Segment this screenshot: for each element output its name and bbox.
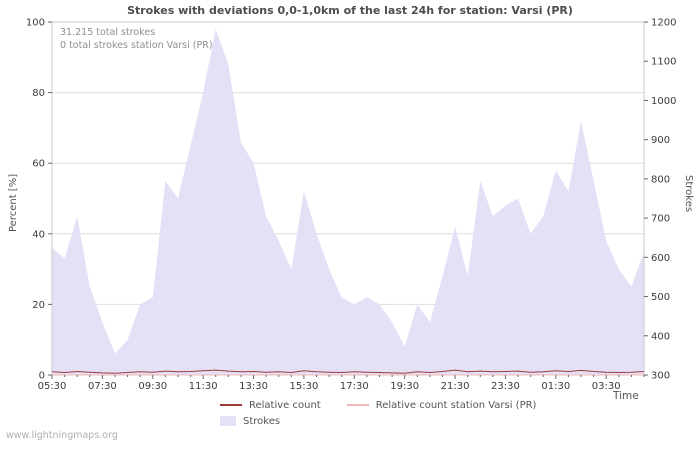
relative-count-station-line-swatch [346,404,369,406]
tick-label: 05:30 [38,381,67,392]
chart-title: Strokes with deviations 0,0-1,0km of the… [127,4,573,17]
legend: Relative count Relative count station Va… [220,397,562,429]
relative-count-line-swatch [220,404,242,406]
tick-label: 900 [651,135,670,146]
line-series-0 [51,369,645,374]
annotation-total-strokes: 31.215 total strokes [60,27,156,38]
tick-label: 1000 [651,96,676,107]
tick-label: 17:30 [340,381,369,392]
tick-label: 11:30 [189,381,218,392]
tick-label: 40 [32,229,45,240]
tick-label: 80 [32,88,45,99]
x-axis-title: Time [613,390,639,402]
tick-label: 23:30 [491,381,520,392]
tick-label: 21:30 [441,381,470,392]
watermark-link: www.lightningmaps.org [6,430,118,441]
tick-label: 19:30 [390,381,419,392]
legend-row-2: Strokes [220,413,562,429]
strokes-area-swatch [220,416,236,426]
tick-label: 700 [651,214,670,225]
strokes-area-series [52,29,644,375]
annotation-station-strokes: 0 total strokes station Varsi (PR) [60,40,213,51]
right-axis-title: Strokes [683,175,694,213]
legend-item-strokes: Strokes [220,416,280,427]
legend-row-1: Relative count Relative count station Va… [220,397,562,413]
legend-item-relative-count: Relative count [220,400,321,411]
tick-label: 15:30 [290,381,319,392]
tick-label: 800 [651,174,670,185]
tick-label: 0 [39,371,45,382]
tick-label: 100 [26,18,45,29]
tick-label: 600 [651,253,670,264]
tick-label: 20 [32,300,45,311]
tick-label: 01:30 [541,381,570,392]
tick-label: 60 [32,159,45,170]
tick-label: 500 [651,292,670,303]
legend-label: Relative count station Varsi (PR) [375,399,537,411]
tick-label: 03:30 [592,381,621,392]
legend-label: Relative count [249,399,321,411]
left-axis-title: Percent [%] [8,173,19,232]
axis-ticks: 0 20 40 60 80 100 300 400 500 600 700 800 900 1000 110… [26,18,677,393]
tick-label: 13:30 [239,381,268,392]
legend-item-relative-count-station: Relative count station Varsi (PR) [346,399,537,411]
tick-label: 400 [651,331,670,342]
tick-label: 1100 [651,57,676,68]
legend-label: Strokes [243,415,281,427]
tick-label: 09:30 [138,381,167,392]
tick-label: 300 [651,371,670,382]
tick-label: 07:30 [88,381,117,392]
tick-label: 1200 [651,18,676,29]
